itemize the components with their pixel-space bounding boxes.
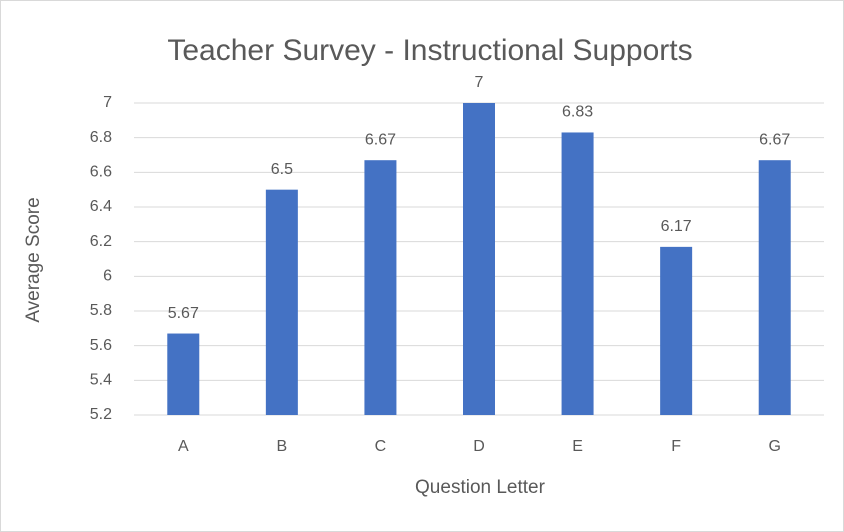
x-tick-label: C [375,438,387,455]
y-tick-label: 7 [103,94,112,111]
x-tick-label: D [473,438,485,455]
y-tick-label: 5.4 [90,372,112,389]
data-label: 5.67 [168,305,199,322]
bar [364,160,397,415]
y-tick-label: 6 [103,268,112,285]
data-label: 6.5 [271,161,293,178]
x-tick-label: G [768,438,780,455]
data-label: 6.67 [759,131,790,148]
x-tick-label: E [572,438,583,455]
y-tick-label: 6.8 [90,129,112,146]
bar [758,160,791,415]
data-label: 6.83 [562,104,593,121]
y-axis-title: Average Score [23,197,44,322]
y-tick-label: 5.8 [90,302,112,319]
data-label: 6.17 [661,218,692,235]
bar [265,189,298,415]
data-label: 6.67 [365,131,396,148]
chart-title: Teacher Survey - Instructional Supports [167,34,692,67]
x-tick-label: A [178,438,189,455]
bar [660,246,693,415]
y-tick-label: 6.4 [90,198,112,215]
x-tick-label: F [671,438,681,455]
bar [561,132,594,415]
y-tick-label: 5.6 [90,337,112,354]
bar [463,103,495,415]
data-label: 7 [475,74,484,91]
y-tick-label: 6.6 [90,164,112,181]
y-tick-label: 5.2 [90,406,112,423]
x-axis-title: Question Letter [415,477,546,498]
y-tick-label: 6.2 [90,233,112,250]
bar [167,333,200,415]
x-tick-label: B [277,438,288,455]
